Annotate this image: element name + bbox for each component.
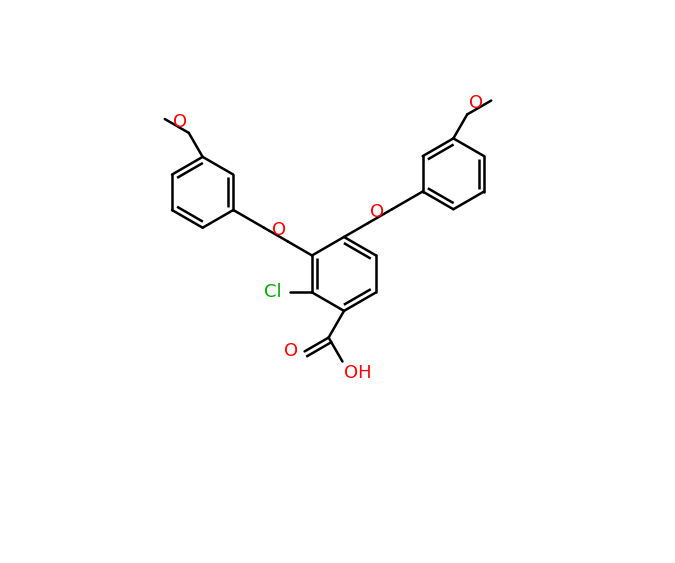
Text: O: O bbox=[272, 221, 286, 239]
Text: OH: OH bbox=[344, 364, 372, 382]
Text: O: O bbox=[284, 342, 298, 360]
Text: Cl: Cl bbox=[263, 283, 281, 301]
Text: O: O bbox=[173, 113, 187, 131]
Text: O: O bbox=[468, 94, 483, 112]
Text: O: O bbox=[369, 203, 383, 221]
